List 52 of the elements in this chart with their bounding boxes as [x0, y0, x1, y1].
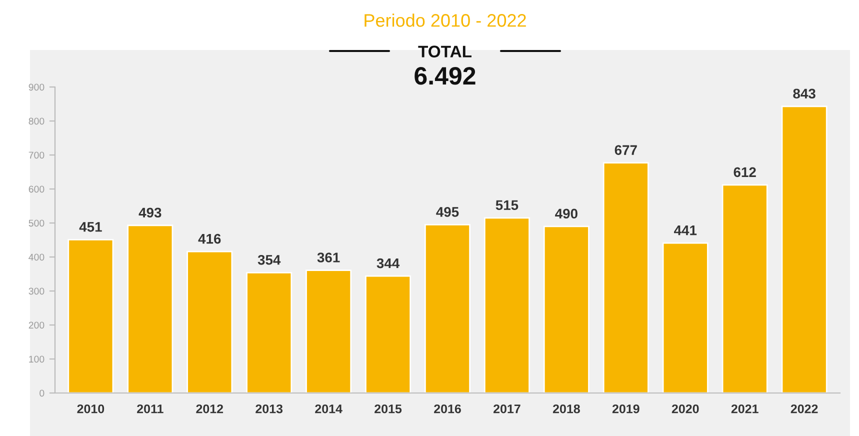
data-label: 515 [496, 200, 518, 210]
data-label: 677 [614, 145, 637, 155]
data-label: 451 [79, 222, 102, 232]
x-tick-label: 2020 [672, 404, 699, 414]
x-tick-label: 2019 [612, 404, 640, 414]
text: 6.492 [414, 67, 476, 85]
x-tick-label: 2018 [552, 404, 580, 414]
bar [127, 224, 174, 393]
data-label: 612 [734, 167, 756, 178]
y-tick-label: 800 [28, 118, 44, 125]
data-label: 493 [138, 208, 162, 218]
chart-title: Periodo 2010 - 2022 [364, 14, 526, 27]
x-tick-label: 2013 [256, 404, 283, 414]
x-tick-label: 2017 [494, 404, 520, 414]
x-tick-label: 2022 [790, 404, 818, 414]
data-label: 490 [555, 208, 578, 219]
y-tick-label: 300 [28, 288, 44, 295]
bar [424, 224, 470, 393]
bar [781, 106, 828, 393]
y-tick-label: 600 [28, 186, 44, 193]
data-label: 495 [436, 207, 459, 217]
bar [602, 162, 649, 393]
x-tick-label: 2014 [315, 404, 342, 414]
x-tick-label: 2012 [196, 404, 224, 414]
data-label: 344 [376, 258, 400, 268]
x-tick-label: 2011 [137, 404, 164, 414]
y-tick-label: 400 [28, 254, 44, 261]
x-tick-label: 2015 [374, 404, 402, 414]
x-tick-label: 2016 [434, 404, 461, 414]
x-tick-label: 2010 [77, 404, 104, 414]
text: TOTAL [418, 46, 472, 58]
y-tick-label: 900 [28, 84, 44, 91]
y-tick-label: 700 [28, 152, 44, 159]
bar [543, 226, 590, 393]
data-label: 441 [674, 226, 697, 236]
bar [484, 217, 530, 393]
data-label: 843 [793, 88, 816, 99]
data-label: 361 [317, 252, 340, 262]
bar [306, 270, 352, 393]
data-label: 354 [258, 254, 281, 265]
y-tick-label: 500 [28, 220, 44, 227]
bar [722, 184, 768, 393]
y-tick-label: 100 [29, 356, 44, 363]
y-tick-label: 200 [28, 322, 44, 329]
bar [186, 250, 233, 393]
x-tick-label: 2021 [731, 404, 758, 414]
bar [365, 275, 412, 393]
bar [68, 238, 114, 393]
bar [662, 242, 708, 393]
data-label: 416 [198, 234, 221, 244]
bar [246, 272, 292, 393]
y-tick-label: 0 [40, 390, 44, 397]
